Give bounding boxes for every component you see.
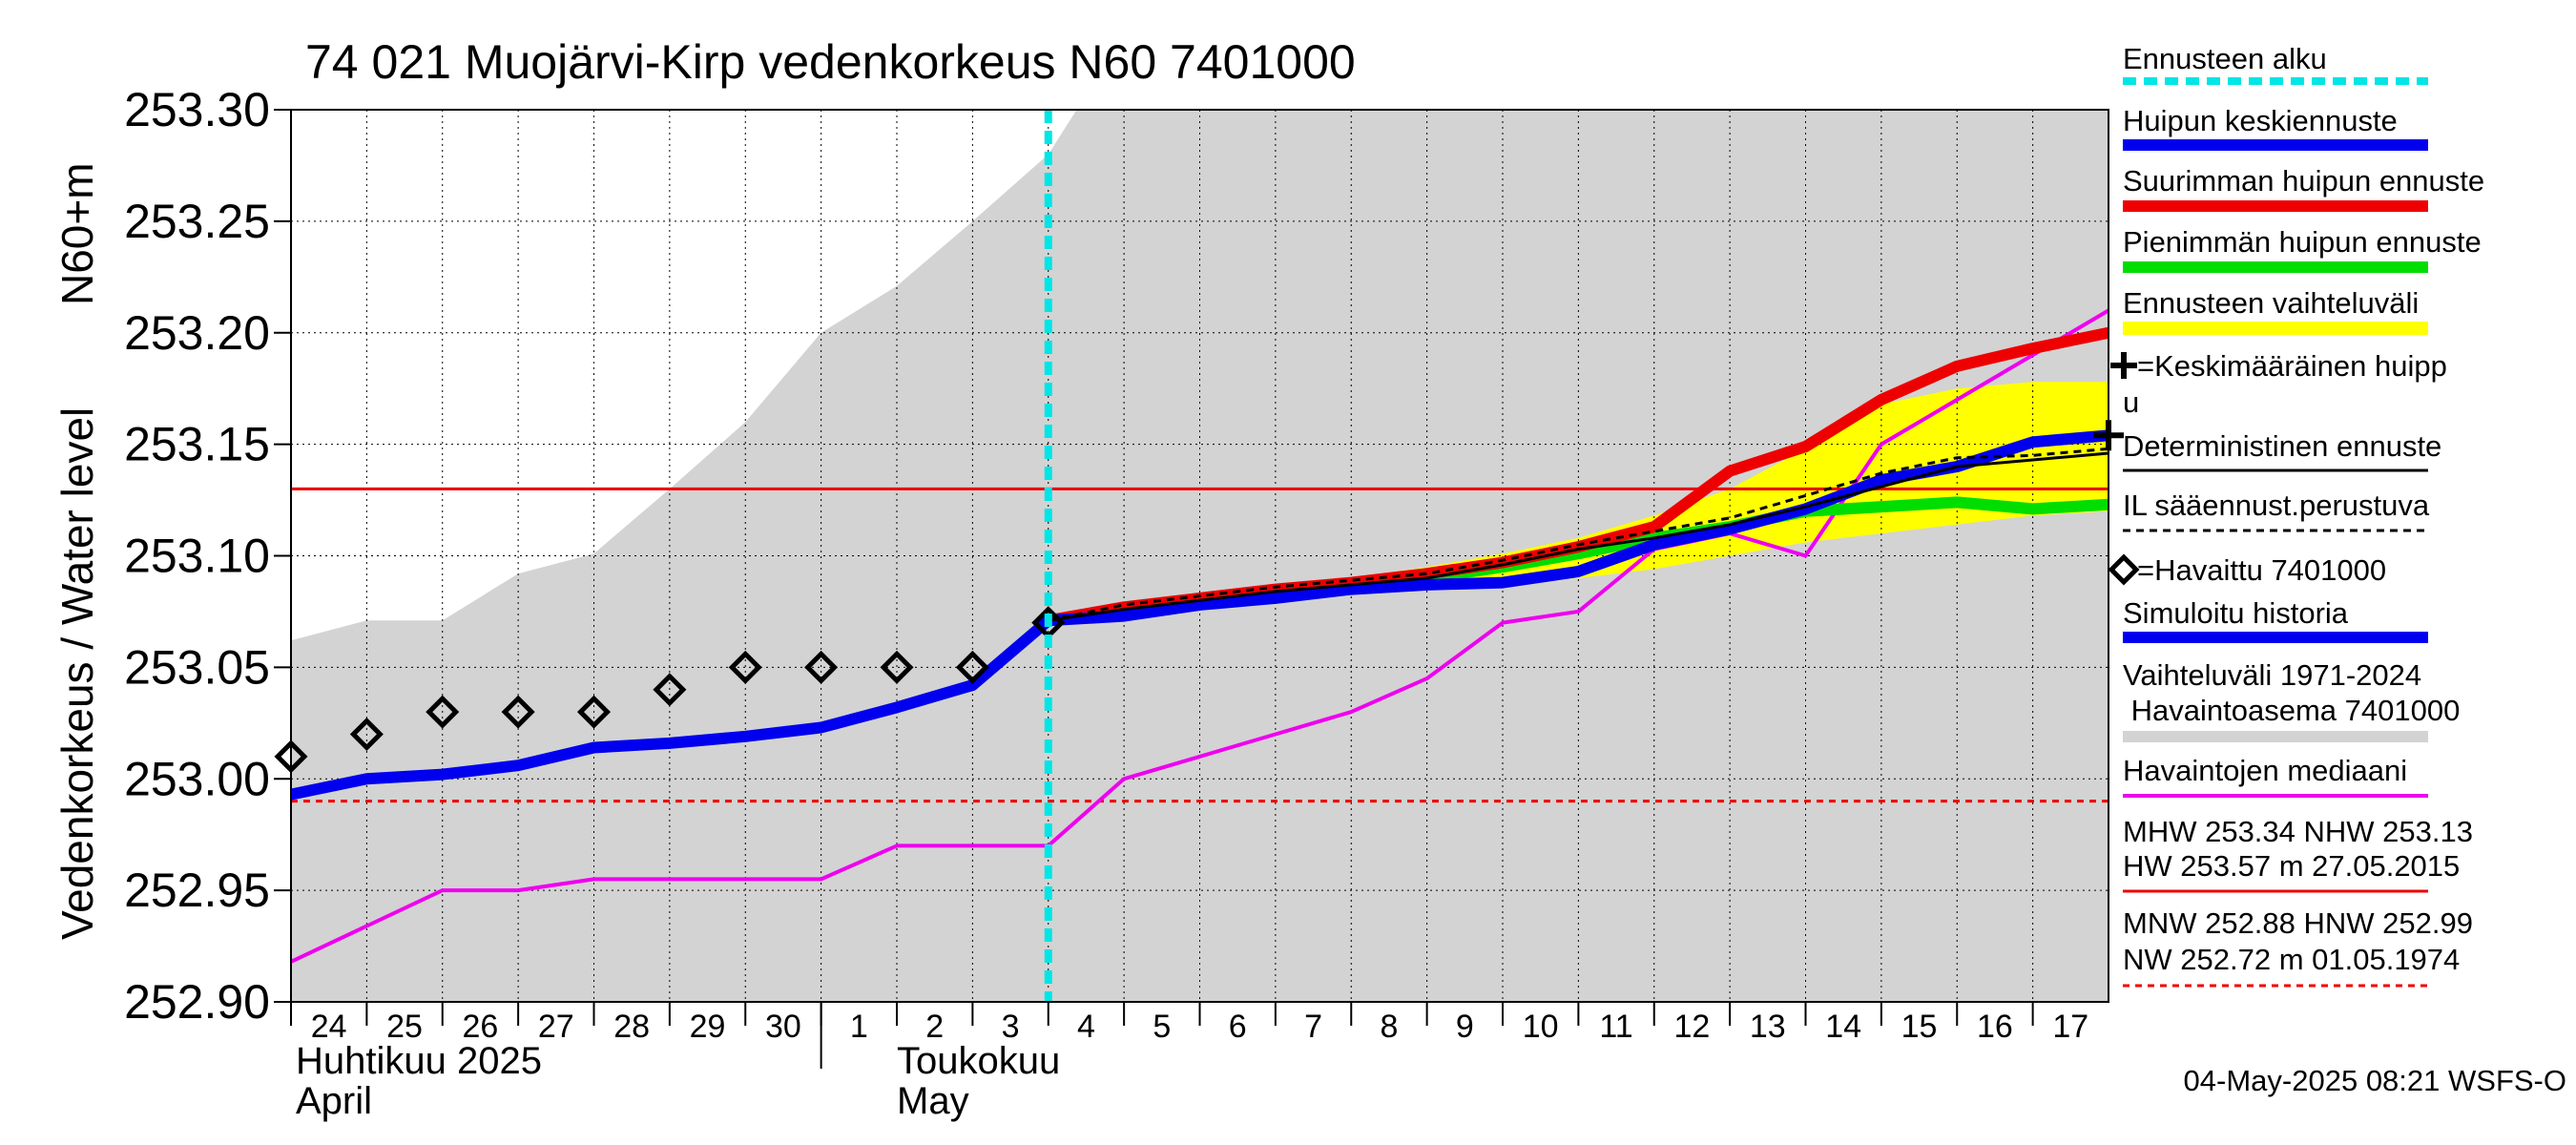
x-tick-label: 11: [1599, 1009, 1632, 1045]
x-tick-label: 1: [850, 1009, 868, 1045]
y-axis-label: Vedenkorkeus / Water level: [52, 407, 102, 940]
series-line-1: [290, 308, 2110, 964]
observed-point: [426, 695, 460, 729]
y-tick-label: 253.20: [124, 306, 270, 360]
legend-simulated: Simuloitu historia: [2123, 596, 2349, 630]
legend-deterministic: Deterministinen ennuste: [2123, 429, 2441, 463]
month-label-may-l1: Toukokuu: [897, 1040, 1060, 1082]
legend-hist-range-l2: Havaintoasema 7401000: [2123, 694, 2460, 727]
legend-il-based: IL sääennust.perustuva: [2123, 489, 2430, 522]
x-tick-label: 5: [1153, 1009, 1171, 1045]
y-tick-label: 252.95: [124, 864, 270, 917]
y-tick-label: 253.25: [124, 195, 270, 248]
x-tick-label: 6: [1229, 1009, 1247, 1045]
x-tick-label: 14: [1825, 1009, 1861, 1045]
observed-point: [501, 695, 535, 729]
x-tick-label: 28: [613, 1009, 650, 1045]
timestamp: 04-May-2025 08:21 WSFS-O: [2184, 1064, 2566, 1097]
observed-point: [653, 673, 687, 707]
series-line-3: [1047, 326, 2110, 627]
plot-area: [274, 109, 2124, 1003]
legend-median: Havaintojen mediaani: [2123, 754, 2407, 787]
x-tick-label: 2: [925, 1009, 944, 1045]
observed-point: [576, 695, 612, 729]
chart-title: 74 021 Muojärvi-Kirp vedenkorkeus N60 74…: [305, 35, 1356, 89]
x-tick-label: 9: [1456, 1009, 1474, 1045]
series-line-5: [1048, 451, 2109, 622]
x-tick-label: 15: [1901, 1009, 1938, 1045]
legend-high-l1: MHW 253.34 NHW 253.13: [2123, 815, 2473, 848]
series-line-4: [1048, 429, 2109, 627]
observed-point: [955, 650, 989, 684]
y-tick-label: 253.15: [124, 418, 270, 471]
legend-observed-marker: [2108, 553, 2140, 586]
x-tick-label: 7: [1304, 1009, 1322, 1045]
month-label-april-l2: April: [296, 1080, 372, 1122]
month-label-april-l1: Huhtikuu 2025: [296, 1040, 542, 1082]
y-unit-label: N60+m: [52, 162, 102, 305]
x-tick-label: 30: [765, 1009, 801, 1045]
x-tick-label: 10: [1523, 1009, 1559, 1045]
forecast-range-area: [1048, 382, 2109, 621]
legend-mean-forecast: Huipun keskiennuste: [2123, 104, 2398, 137]
legend-mean-peak-marker: [2110, 352, 2137, 379]
x-tick-label: 8: [1380, 1009, 1398, 1045]
x-axis: 24 25 26 27 28 29 30 1 2 3 4 5 6 7 8 9 10 11 12 13 14 15 16 17: [290, 1002, 2088, 1069]
x-tick-label: 24: [311, 1009, 347, 1045]
observed-points: [274, 606, 1066, 774]
y-tick-label: 253.30: [124, 83, 270, 136]
legend-mean-peak-l2: u: [2123, 385, 2139, 419]
y-tick-label: 253.10: [124, 530, 270, 583]
x-tick-label: 13: [1750, 1009, 1786, 1045]
series-lines: [289, 308, 2110, 964]
legend-hist-range-l1: Vaihteluväli 1971-2024: [2123, 658, 2421, 692]
legend-high-l2: HW 253.57 m 27.05.2015: [2123, 849, 2460, 883]
x-tick-label: 16: [1977, 1009, 2013, 1045]
legend-low-l1: MNW 252.88 HNW 252.99: [2123, 906, 2473, 940]
observed-point: [804, 650, 839, 684]
y-tick-label: 253.05: [124, 640, 270, 694]
legend-low-l2: NW 252.72 m 01.05.1974: [2123, 943, 2460, 976]
y-tick-label: 253.00: [124, 752, 270, 805]
x-tick-label: 3: [1002, 1009, 1020, 1045]
legend-mean-peak-l1: =Keskimääräinen huipp: [2137, 349, 2447, 383]
x-tick-label: 29: [690, 1009, 726, 1045]
legend-max-forecast: Suurimman huipun ennuste: [2123, 164, 2484, 198]
legend: Ennusteen alku Huipun keskiennuste Suuri…: [2108, 42, 2484, 988]
observed-point: [349, 717, 384, 752]
legend-min-forecast: Pienimmän huipun ennuste: [2123, 225, 2482, 259]
observed-point: [728, 650, 762, 684]
x-tick-label: 27: [538, 1009, 574, 1045]
legend-forecast-range: Ennusteen vaihteluväli: [2123, 286, 2419, 320]
series-line-6: [1048, 447, 2109, 622]
x-tick-label: 12: [1674, 1009, 1711, 1045]
month-label-may-l2: May: [897, 1080, 969, 1122]
x-tick-label: 26: [463, 1009, 499, 1045]
x-tick-label: 17: [2052, 1009, 2088, 1045]
y-axis: 253.30 253.25 253.20 253.15 253.10 253.05 253.…: [124, 83, 291, 1029]
legend-forecast-start: Ennusteen alku: [2123, 42, 2327, 75]
x-tick-label: 25: [386, 1009, 423, 1045]
series-line-0: [289, 615, 1052, 801]
x-tick-label: 4: [1077, 1009, 1095, 1045]
y-tick-label: 252.90: [124, 975, 270, 1029]
legend-observed: =Havaittu 7401000: [2137, 553, 2386, 587]
observed-point: [880, 650, 914, 684]
